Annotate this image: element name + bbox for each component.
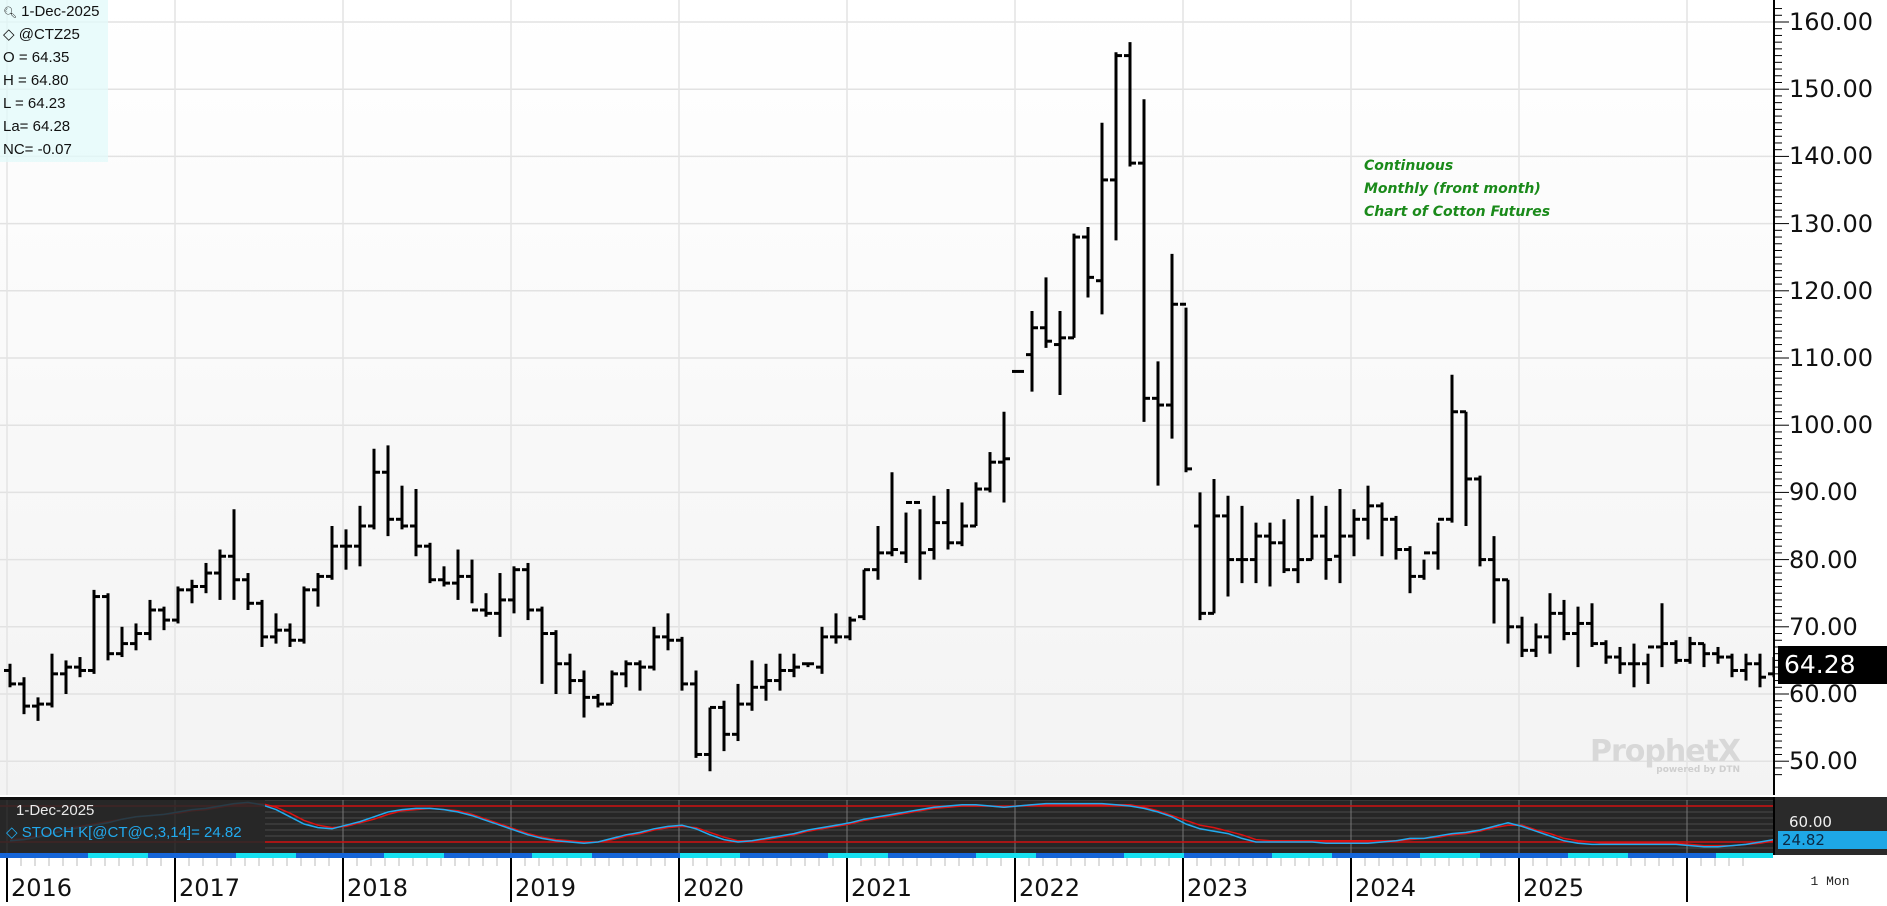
price-tick-label: 80.00: [1789, 545, 1858, 574]
year-label: 2023: [1187, 874, 1249, 902]
date-axis[interactable]: 2016 2017 2018 2019 2020 2021 2022 2023 2024 2025: [0, 858, 1773, 902]
price-tick-label: 100.00: [1789, 411, 1873, 440]
stoch-date: 1-Dec-2025: [16, 802, 95, 819]
price-tick-label: 130.00: [1789, 209, 1873, 238]
year-label: 2017: [179, 874, 241, 902]
info-low: L = 64.23: [3, 95, 66, 112]
price-tick-label: 150.00: [1789, 75, 1873, 104]
stoch-label: ◇ STOCH K[@CT@C,3,14]= 24.82: [6, 824, 242, 841]
prophetx-watermark-logo: ProphetX powered by DTN: [1590, 734, 1741, 775]
date-axis-ticks: [6, 858, 1744, 902]
year-label: 2021: [851, 874, 913, 902]
stochastic-lines: [0, 800, 1773, 856]
price-tick-label: 70.00: [1789, 612, 1858, 641]
magnifier-icon: 🔍︎: [3, 7, 17, 19]
period-band: [0, 853, 1773, 858]
info-high: H = 64.80: [3, 72, 69, 89]
info-date: 🔍︎ 1-Dec-2025: [3, 3, 100, 20]
stoch-last-marker: 24.82: [1778, 831, 1887, 849]
stochastic-axis[interactable]: 60.00 24.82: [1773, 797, 1887, 855]
annotation-line-3: Chart of Cotton Futures: [1364, 204, 1551, 220]
info-net-change: NC= -0.07: [3, 141, 72, 158]
year-label: 2025: [1523, 874, 1585, 902]
ohlc-bars: [0, 0, 1773, 795]
year-label: 2022: [1019, 874, 1081, 902]
year-label: 2016: [11, 874, 73, 902]
price-tick-label: 160.00: [1789, 8, 1873, 36]
diamond-icon: ◇: [3, 26, 15, 43]
year-label: 2024: [1355, 874, 1417, 902]
stochastic-legend: 1-Dec-2025 ◇ STOCH K[@CT@C,3,14]= 24.82: [0, 800, 265, 856]
last-price-marker: 64.28: [1778, 646, 1887, 685]
info-open: O = 64.35: [3, 49, 70, 66]
period-selector[interactable]: 1 Mon: [1810, 874, 1850, 889]
price-tick-label: 60.00: [1789, 680, 1858, 708]
info-symbol: ◇ @CTZ25: [3, 26, 80, 43]
year-label: 2020: [683, 874, 745, 902]
diamond-icon: ◇: [6, 824, 18, 841]
ohlc-info-box: 🔍︎ 1-Dec-2025 ◇ @CTZ25 O = 64.35 H = 64.…: [0, 0, 108, 162]
annotation-line-1: Continuous: [1364, 158, 1454, 174]
info-last: La= 64.28: [3, 118, 71, 135]
price-tick-label: 50.00: [1789, 747, 1858, 776]
chart-annotation: Continuous Monthly (front month) Chart o…: [1364, 155, 1550, 224]
price-axis-ticks: [1775, 8, 1789, 776]
price-tick-label: 110.00: [1789, 344, 1873, 372]
price-tick-label: 140.00: [1789, 142, 1873, 171]
stochastic-pane[interactable]: 1-Dec-2025 ◇ STOCH K[@CT@C,3,14]= 24.82: [0, 797, 1773, 856]
price-tick-label: 90.00: [1789, 478, 1858, 507]
price-tick-label: 120.00: [1789, 276, 1873, 305]
year-label: 2019: [515, 874, 577, 902]
year-label: 2018: [347, 874, 409, 902]
stoch-axis-tick: 60.00: [1789, 813, 1832, 831]
annotation-line-2: Monthly (front month): [1364, 181, 1541, 197]
price-axis[interactable]: 160.00 150.00 140.00 130.00 120.00 110.00 100.…: [1773, 0, 1887, 795]
price-chart-pane[interactable]: 🔍︎ 1-Dec-2025 ◇ @CTZ25 O = 64.35 H = 64.…: [0, 0, 1773, 795]
